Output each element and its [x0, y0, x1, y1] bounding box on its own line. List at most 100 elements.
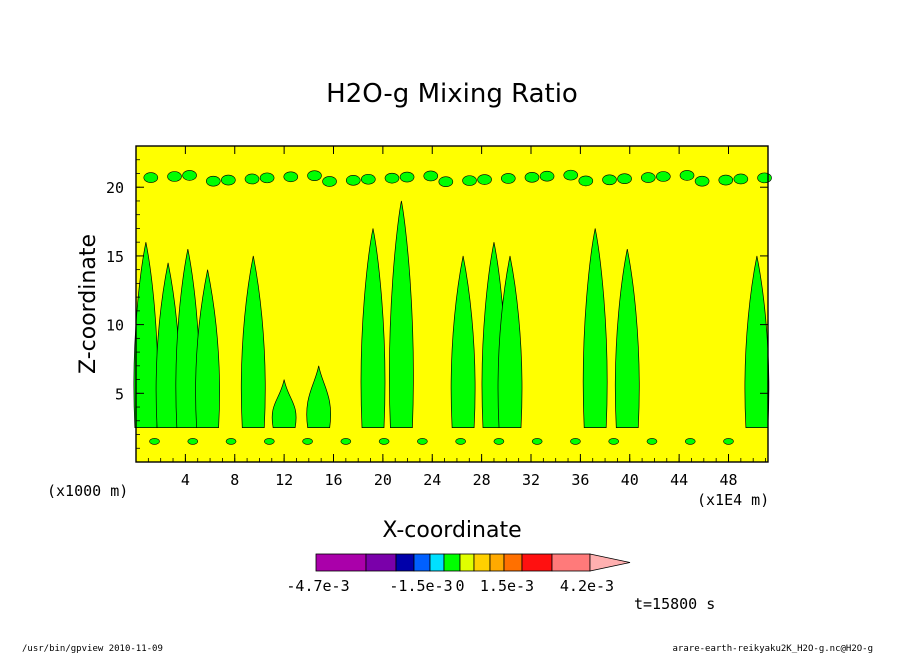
upper-blob-31	[733, 173, 749, 185]
lower-blob-39	[378, 438, 390, 445]
lower-blob-43	[531, 438, 543, 445]
colorbar-swatch	[503, 553, 523, 572]
upper-blob-16	[438, 176, 454, 188]
colorbar-label: -4.7e-3	[286, 577, 349, 595]
x-tick-label: 4	[181, 471, 190, 489]
plume-12	[497, 255, 523, 429]
upper-blob-15	[423, 170, 439, 182]
y-tick-label: 15	[106, 248, 124, 266]
x-tick-label: 44	[670, 471, 688, 489]
upper-blob-23	[578, 175, 594, 187]
colorbar-label: -1.5e-3	[389, 577, 452, 595]
upper-blob-28	[679, 170, 695, 181]
y-tick-label: 5	[115, 385, 124, 403]
colorbar-swatch	[459, 553, 475, 572]
lower-blob-46	[646, 438, 658, 445]
plume-6	[271, 379, 297, 429]
upper-blob-26	[640, 172, 656, 183]
x-tick-label: 32	[522, 471, 540, 489]
lower-blob-37	[302, 438, 313, 445]
plume-13	[582, 228, 608, 429]
upper-blob-17	[462, 175, 477, 186]
upper-blob-21	[539, 170, 555, 182]
upper-blob-14	[399, 171, 415, 183]
colorbar-extend-arrow	[589, 553, 631, 572]
colorbar-swatch	[443, 553, 461, 572]
plume-7	[306, 365, 331, 429]
upper-blob-13	[384, 172, 400, 184]
upper-blob-20	[524, 172, 540, 183]
upper-blob-30	[718, 174, 734, 186]
x-tick-label: 28	[473, 471, 491, 489]
upper-blob-8	[283, 171, 299, 183]
colorbar-label: 0	[455, 577, 464, 595]
y-tick-label: 10	[106, 317, 124, 335]
x-tick-label: 8	[230, 471, 239, 489]
upper-blob-25	[617, 173, 632, 184]
y-axis-ticks: 5 10 15 20	[106, 159, 768, 449]
plot-area	[133, 145, 772, 463]
colorbar	[315, 553, 631, 572]
upper-blob-32	[757, 172, 772, 184]
lower-blob-42	[493, 438, 505, 445]
colorbar-swatch	[489, 553, 505, 572]
chart-title: H2O-g Mixing Ratio	[326, 79, 578, 109]
plume-14	[614, 248, 640, 429]
colorbar-label: 4.2e-3	[560, 577, 614, 595]
plume-9	[389, 200, 414, 429]
lower-blob-33	[149, 438, 160, 445]
colorbar-swatch	[429, 553, 445, 572]
upper-blob-6	[244, 173, 260, 185]
upper-blob-27	[656, 171, 671, 182]
upper-blob-19	[500, 173, 516, 184]
lower-blob-40	[417, 438, 428, 445]
colorbar-swatch	[365, 553, 397, 572]
upper-blob-7	[259, 172, 275, 184]
colorbar-swatch	[551, 553, 591, 572]
lower-blob-35	[225, 438, 237, 445]
upper-blob-2	[167, 171, 182, 182]
lower-blob-44	[570, 438, 581, 445]
plume-layer	[133, 200, 770, 429]
lower-blob-34	[187, 438, 199, 445]
upper-blob-9	[307, 170, 322, 181]
colorbar-swatch	[395, 553, 415, 572]
y-axis-label: Z-coordinate	[76, 234, 101, 374]
lower-blob-36	[264, 438, 275, 445]
colorbar-swatch	[413, 553, 431, 572]
lower-blob-48	[723, 438, 734, 445]
plume-4	[195, 269, 220, 429]
x-tick-label: 48	[719, 471, 737, 489]
x-tick-label: 36	[571, 471, 589, 489]
lower-blob-45	[608, 438, 620, 445]
colorbar-swatch	[473, 553, 491, 572]
x-tick-label: 24	[423, 471, 441, 489]
x-unit-right: (x1E4 m)	[697, 491, 769, 509]
x-axis-ticks: 4 8 12 16 20 24 28 32 36 40 44 48	[147, 146, 766, 489]
upper-blob-22	[563, 169, 579, 181]
footer-left: /usr/bin/gpview 2010-11-09	[22, 644, 163, 654]
colorbar-labels: -4.7e-3 -1.5e-3 0 1.5e-3 4.2e-3	[286, 577, 614, 595]
plot-frame	[135, 145, 769, 463]
lower-blob-41	[455, 438, 466, 445]
blob-layer	[143, 169, 772, 445]
x-tick-label: 12	[275, 471, 293, 489]
x-tick-label: 16	[324, 471, 342, 489]
upper-blob-29	[694, 175, 710, 187]
plume-8	[360, 228, 386, 429]
upper-blob-4	[205, 175, 221, 187]
plume-10	[450, 255, 476, 429]
upper-blob-5	[221, 174, 236, 186]
x-tick-label: 20	[374, 471, 392, 489]
x-unit-left: (x1000 m)	[47, 482, 128, 500]
upper-blob-12	[361, 173, 376, 185]
lower-blob-47	[684, 438, 696, 445]
x-axis-label: X-coordinate	[382, 518, 521, 543]
footer-right: arare-earth-reikyaku2K_H2O-g.nc@H2O-g	[673, 644, 873, 654]
colorbar-label: 1.5e-3	[480, 577, 534, 595]
upper-blob-3	[182, 170, 197, 181]
x-tick-label: 40	[621, 471, 639, 489]
y-tick-label: 20	[106, 179, 124, 197]
plume-5	[240, 255, 266, 429]
